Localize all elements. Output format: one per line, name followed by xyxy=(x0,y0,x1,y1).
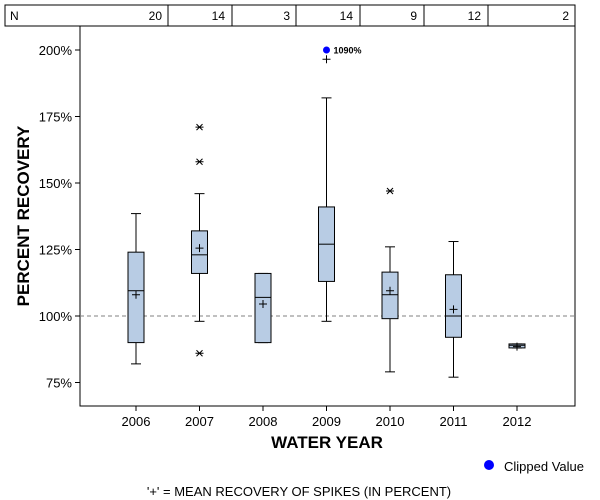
x-tick-label-2008: 2008 xyxy=(249,414,278,429)
mean-marker xyxy=(449,305,458,314)
outlier-marker xyxy=(386,187,394,195)
x-tick-label-2006: 2006 xyxy=(122,414,151,429)
mean-marker xyxy=(259,300,267,309)
count-2012: 2 xyxy=(562,9,569,23)
clipped-value-marker xyxy=(323,46,330,54)
x-tick-label-2007: 2007 xyxy=(185,414,214,429)
x-axis-title: WATER YEAR xyxy=(271,433,383,452)
mean-marker xyxy=(195,244,204,253)
y-tick-label-150: 150% xyxy=(39,176,73,191)
x-axis: 2006 2007 2008 2009 2010 2011 2012 xyxy=(122,406,532,429)
iqr-box xyxy=(381,271,399,320)
count-row-frame xyxy=(4,4,576,27)
boxes: 1090% xyxy=(127,46,526,378)
y-axis-title: PERCENT RECOVERY xyxy=(14,125,33,306)
count-2010: 9 xyxy=(410,9,417,23)
outlier-marker xyxy=(195,349,204,357)
box-2008 xyxy=(254,272,272,344)
count-2011: 12 xyxy=(468,9,482,23)
y-tick-label-200: 200% xyxy=(39,43,73,58)
mean-marker xyxy=(322,55,331,64)
n-label: N xyxy=(10,9,19,23)
x-tick-label-2009: 2009 xyxy=(312,414,341,429)
x-tick-label-2010: 2010 xyxy=(376,414,405,429)
box-2011 xyxy=(445,241,462,378)
x-tick-label-2011: 2011 xyxy=(440,414,468,429)
count-row: N 20 14 3 14 9 12 2 xyxy=(4,4,576,27)
y-tick-label-125: 125% xyxy=(39,243,73,258)
outlier-marker xyxy=(195,123,204,131)
mean-marker xyxy=(132,290,140,299)
box-2009 xyxy=(318,55,335,322)
count-2009: 14 xyxy=(340,9,354,23)
box-2012 xyxy=(508,342,526,351)
count-2008: 3 xyxy=(283,9,290,23)
mean-marker xyxy=(513,342,521,351)
clipped-value-label: 1090% xyxy=(334,46,362,56)
x-tick-label-2012: 2012 xyxy=(503,414,532,429)
mean-marker xyxy=(386,286,394,295)
box-2007 xyxy=(191,123,208,357)
outlier-marker xyxy=(195,158,204,166)
y-tick-label-100: 100% xyxy=(39,309,73,324)
y-tick-label-75: 75% xyxy=(46,376,72,391)
legend-clipped-marker xyxy=(484,460,494,470)
count-2007: 14 xyxy=(212,9,226,23)
box-2006 xyxy=(127,213,145,365)
legend-clipped-label: Clipped Value xyxy=(504,459,584,474)
y-tick-label-175: 175% xyxy=(39,110,73,125)
plot-frame xyxy=(79,25,576,407)
box-2010 xyxy=(381,187,399,373)
y-axis: 75% 100% 125% 150% 175% 200% xyxy=(39,43,80,391)
count-2006: 20 xyxy=(149,9,163,23)
legend: Clipped Value xyxy=(484,459,584,474)
footnote: '+' = MEAN RECOVERY OF SPIKES (IN PERCEN… xyxy=(147,484,451,499)
